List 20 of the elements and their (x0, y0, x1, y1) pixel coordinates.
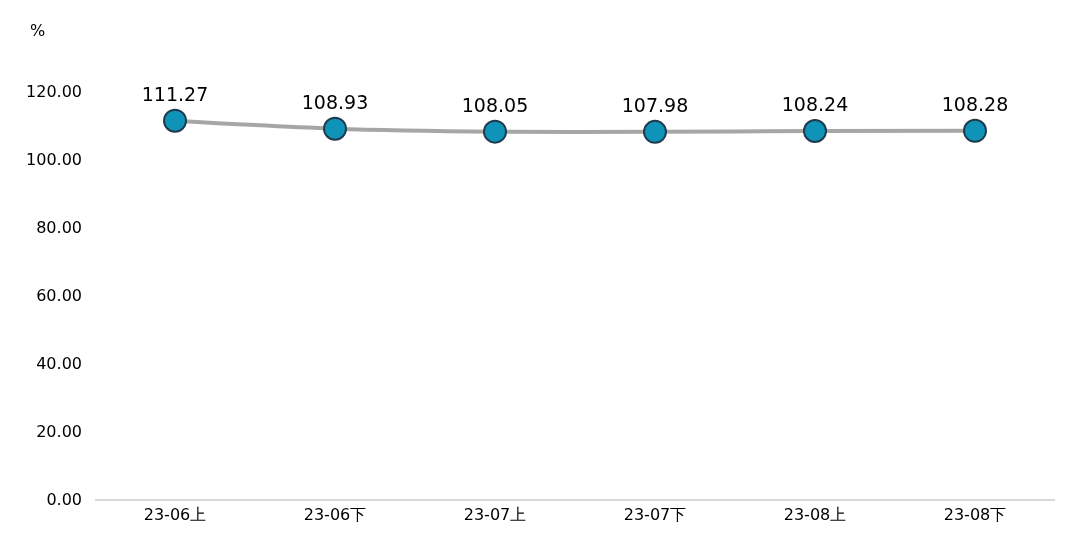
x-tick-label: 23-07上 (463, 504, 527, 524)
y-axis-title: % (30, 21, 46, 40)
y-tick-label: 100.00 (26, 149, 82, 169)
y-tick-label: 0.00 (46, 489, 82, 509)
x-tick-label: 23-08下 (943, 504, 1007, 524)
data-label: 108.05 (461, 94, 529, 117)
data-label: 111.27 (141, 83, 209, 106)
y-tick-label: 20.00 (36, 421, 82, 441)
data-label: 108.24 (781, 93, 849, 116)
data-label: 108.93 (301, 91, 369, 114)
data-label: 108.28 (941, 93, 1009, 116)
data-label: 107.98 (621, 94, 689, 117)
y-tick-label: 60.00 (36, 285, 82, 305)
y-tick-label: 120.00 (26, 81, 82, 101)
x-tick-label: 23-06上 (143, 504, 207, 524)
x-tick-label: 23-08上 (783, 504, 847, 524)
x-tick-label: 23-07下 (623, 504, 687, 524)
x-tick-label: 23-06下 (303, 504, 367, 524)
y-tick-label: 80.00 (36, 217, 82, 237)
y-tick-label: 40.00 (36, 353, 82, 373)
